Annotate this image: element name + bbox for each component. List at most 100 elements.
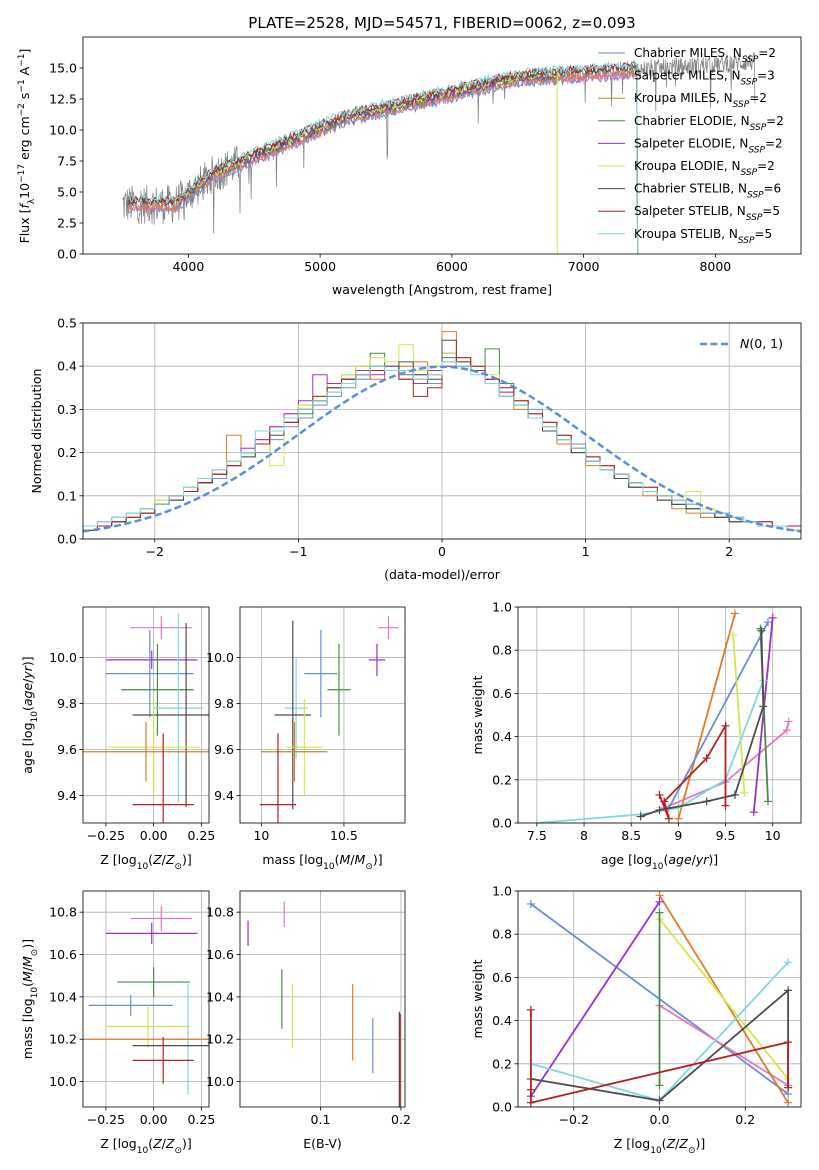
- y-tick-label: 10.6: [206, 947, 234, 962]
- spectrum-title: PLATE=2528, MJD=54571, FIBERID=0062, z=0…: [248, 14, 635, 32]
- axes-frame: [82, 890, 210, 1108]
- spectrum-panel: 4000 5000 6000 7000 8000 0.0 2.5 5.0 7.5 10.0 12.5…: [17, 14, 802, 297]
- legend-label: Salpeter ELODIE, NSSP=2: [634, 136, 783, 155]
- y-tick-label: 0.6: [492, 686, 512, 701]
- y-tick-label: 0.4: [492, 729, 512, 744]
- mass-vs-extinction-x-axis-label: E(B-V): [303, 1136, 342, 1151]
- axes-frame: [517, 606, 802, 824]
- y-tick-label: 9.4: [214, 788, 234, 803]
- x-tick-label: −1: [289, 544, 307, 559]
- y-tick-label: 10.4: [49, 989, 77, 1004]
- y-tick-label: 0.2: [492, 1056, 512, 1071]
- plot-area: [240, 891, 405, 1107]
- legend-label: Salpeter MILES, NSSP=3: [634, 69, 775, 88]
- age-vs-metallicity-panel: −0.25 0.00 0.25 9.4 9.6 9.8 10.0 Z [log10(Z/Z⊙)…: [20, 606, 215, 872]
- x-tick-label: 7000: [568, 259, 600, 274]
- x-tick-label: 10: [253, 828, 269, 843]
- y-tick-label: 2.5: [57, 216, 77, 231]
- y-tick-label: 10.2: [206, 1032, 234, 1047]
- y-tick-label: 0.0: [57, 532, 77, 547]
- residual-histogram: [83, 361, 801, 539]
- plot-content: [526, 891, 793, 1107]
- y-tick-label: 0.3: [57, 402, 77, 417]
- x-tick-label: 0.00: [140, 828, 168, 843]
- y-tick-label: 0.4: [492, 1013, 512, 1028]
- y-tick-label: 15.0: [49, 61, 77, 76]
- mass-weight-line: [732, 635, 746, 793]
- y-tick-label: 0.2: [492, 772, 512, 787]
- mass-weight-vs-age-x-axis-label: age [log10(age/yr)]: [601, 852, 718, 872]
- y-tick-label: 10.0: [206, 650, 234, 665]
- x-tick-label: 10: [765, 828, 781, 843]
- y-tick-label: 10.4: [206, 989, 234, 1004]
- model-spectrum-line: [174, 70, 557, 208]
- y-tick-label: 9.8: [57, 696, 77, 711]
- y-tick-label: 9.6: [214, 742, 234, 757]
- x-tick-label: 0.25: [187, 1112, 215, 1127]
- plot-area: [83, 891, 209, 1107]
- plot-content: [83, 331, 801, 539]
- x-tick-label: 7.5: [527, 828, 547, 843]
- axes-frame: [239, 606, 406, 824]
- x-tick-label: 0: [438, 544, 446, 559]
- y-tick-label: 0.2: [57, 445, 77, 460]
- legend-label: N(0, 1): [740, 336, 783, 351]
- age-vs-mass-x-axis-label: mass [log10(M/M⊙)]: [262, 852, 382, 872]
- legend-label: Kroupa MILES, NSSP=2: [634, 91, 767, 110]
- axes-frame: [239, 890, 406, 1108]
- x-tick-label: 8000: [699, 259, 731, 274]
- plot-content: [247, 901, 401, 1107]
- residual-y-axis-label: Normed distribution: [29, 369, 44, 494]
- y-tick-label: 0.0: [57, 247, 77, 262]
- x-tick-label: −0.25: [87, 828, 125, 843]
- residuals-panel: −2 −1 0 1 2 0.0 0.1 0.2 0.3 0.4 0.5 N(0, 1) (data-mo…: [29, 316, 802, 582]
- y-tick-label: 10.2: [49, 1032, 77, 1047]
- legend-label: Kroupa STELIB, NSSP=5: [634, 227, 772, 246]
- mass-weight-line: [668, 621, 769, 809]
- residual-x-axis-label: (data-model)/error: [384, 567, 501, 582]
- legend-label: Chabrier MILES, NSSP=2: [634, 46, 776, 65]
- y-tick-label: 1.0: [492, 884, 512, 899]
- mass-vs-metallicity-y-axis-label: mass [log10(M/M⊙)]: [20, 939, 40, 1059]
- legend-label: Chabrier ELODIE, NSSP=2: [634, 114, 784, 133]
- y-tick-label: 10.0: [49, 1074, 77, 1089]
- x-tick-label: −0.2: [559, 1112, 589, 1127]
- y-tick-label: 0.0: [492, 816, 512, 831]
- y-tick-label: 0.8: [492, 927, 512, 942]
- y-tick-label: 10.0: [49, 123, 77, 138]
- y-tick-label: 10.8: [206, 905, 234, 920]
- mass-weight-line: [658, 918, 789, 1080]
- x-tick-label: 0.2: [391, 1112, 411, 1127]
- x-tick-label: 10.5: [330, 828, 358, 843]
- y-tick-label: 9.4: [57, 788, 77, 803]
- y-tick-label: 10.6: [49, 947, 77, 962]
- mass-weight-line: [530, 901, 661, 1097]
- mass-weight-line: [640, 630, 765, 818]
- axes-frame: [82, 606, 210, 824]
- x-tick-label: 0.0: [650, 1112, 670, 1127]
- age-vs-metallicity-x-axis-label: Z [log10(Z/Z⊙)]: [100, 852, 192, 872]
- gaussian-reference-curve: [83, 365, 801, 533]
- legend-label: Salpeter STELIB, NSSP=5: [634, 204, 780, 223]
- plot-area: [518, 607, 801, 823]
- plot-content: [122, 52, 756, 254]
- y-tick-label: 9.8: [214, 696, 234, 711]
- plot-content: [83, 905, 209, 1095]
- residual-legend: N(0, 1): [700, 336, 783, 351]
- y-tick-label: 0.8: [492, 643, 512, 658]
- plot-area: [83, 37, 801, 254]
- y-tick-label: 0.4: [57, 359, 77, 374]
- y-tick-label: 5.0: [57, 185, 77, 200]
- age-vs-metallicity-y-axis-label: age [log10(age/yr)]: [20, 656, 40, 773]
- model-spectrum-line: [127, 62, 639, 254]
- y-tick-label: 12.5: [49, 92, 77, 107]
- x-tick-label: 9.5: [716, 828, 736, 843]
- mass-weight-line: [677, 613, 736, 819]
- mass-weight-vs-age-y-axis-label: mass weight: [470, 675, 485, 754]
- x-tick-label: 1: [582, 544, 590, 559]
- mass-vs-metallicity-panel: −0.25 0.00 0.25 10.0 10.2 10.4 10.6 10.8 Z [log1…: [20, 890, 215, 1156]
- x-tick-label: −2: [146, 544, 164, 559]
- x-tick-label: 0.00: [140, 1112, 168, 1127]
- mass-weight-vs-metallicity-y-axis-label: mass weight: [470, 959, 485, 1038]
- y-tick-label: 0.0: [492, 1100, 512, 1115]
